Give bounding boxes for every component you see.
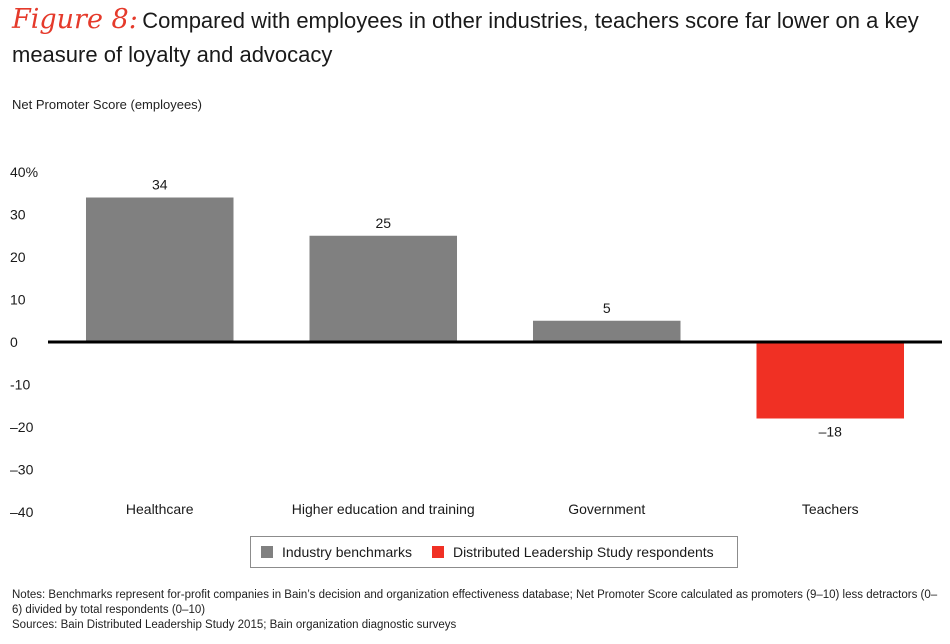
notes-line: Notes: Benchmarks represent for-profit c… <box>12 589 938 616</box>
y-tick-label: –30 <box>10 462 34 478</box>
legend-item-benchmarks: Industry benchmarks <box>261 544 412 560</box>
bar <box>309 235 458 342</box>
y-tick-label: 40% <box>10 164 38 180</box>
y-tick-label: 10 <box>10 292 26 308</box>
legend-swatch-benchmarks <box>261 546 273 558</box>
y-tick-label: -10 <box>10 377 30 393</box>
category-label: Higher education and training <box>292 501 475 517</box>
data-label: –18 <box>819 424 843 440</box>
y-tick-label: 30 <box>10 207 26 223</box>
bar <box>532 320 681 342</box>
legend-swatch-respondents <box>431 546 444 558</box>
y-tick-label: –20 <box>10 419 34 435</box>
legend-label-respondents: Distributed Leadership Study respondents <box>452 544 714 560</box>
category-label: Government <box>568 501 645 517</box>
y-tick-label: 0 <box>10 334 18 350</box>
legend: Industry benchmarks Distributed Leadersh… <box>250 536 738 568</box>
legend-item-respondents: Distributed Leadership Study respondents <box>431 544 714 560</box>
category-label: Healthcare <box>126 501 194 517</box>
bar <box>756 342 905 419</box>
chart-title: Figure 8: Compared with employees in oth… <box>12 4 942 72</box>
data-label: 25 <box>375 215 391 231</box>
figure-label: Figure 8: <box>12 4 138 35</box>
legend-label-benchmarks: Industry benchmarks <box>282 544 412 560</box>
data-label: 34 <box>152 177 168 193</box>
chart-subtitle: Net Promoter Score (employees) <box>12 97 203 112</box>
sources-line: Sources: Bain Distributed Leadership Stu… <box>12 619 457 631</box>
notes: Notes: Benchmarks represent for-profit c… <box>12 588 942 633</box>
bar <box>85 197 234 342</box>
y-tick-label: –40 <box>10 504 34 520</box>
data-label: 5 <box>603 300 611 316</box>
category-label: Teachers <box>802 501 859 517</box>
y-tick-label: 20 <box>10 249 26 265</box>
title-text: Compared with employees in other industr… <box>12 8 919 67</box>
bar-chart: 40% 30 20 10 0 -10 –20 –30 –40 34 Healthcare 25 High… <box>10 164 942 520</box>
